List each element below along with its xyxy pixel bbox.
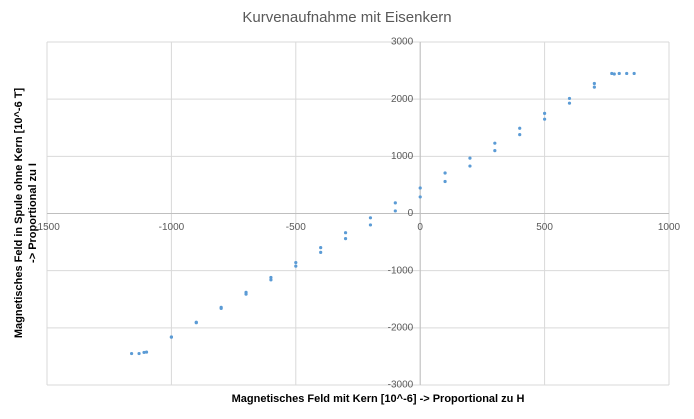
y-tick-label: -2000 [388,322,414,333]
data-point [368,223,373,227]
x-tick-label: -1500 [34,222,60,233]
data-point [319,246,323,250]
data-point [142,350,146,355]
data-point [343,231,348,235]
chart-title: Kurvenaufnahme mit Eisenkern [242,9,451,26]
data-point [468,156,472,160]
data-point [137,351,141,356]
data-point [567,101,572,105]
y-tick-label: 2000 [391,94,414,105]
data-point [418,195,422,199]
data-point [592,85,596,89]
data-point [393,201,397,205]
y-tick-label: -1000 [388,265,414,276]
data-point [443,179,447,184]
y-tick-label: 3000 [391,37,414,48]
data-point [493,141,497,145]
data-point [518,133,522,137]
data-point [169,335,173,339]
x-axis-title: Magnetisches Feld mit Kern [10^-6] -> Pr… [232,393,525,405]
data-point [368,216,373,220]
x-tick-label: 500 [536,222,553,233]
data-point [294,260,298,265]
data-point [518,126,522,130]
data-point [610,71,614,76]
y-tick-label: 1000 [391,151,414,162]
y-tick-label: -3000 [388,380,414,391]
data-point [567,96,572,101]
data-point [612,72,616,76]
x-tick-label: -500 [286,222,306,233]
x-tick-label: -1000 [159,222,185,233]
data-point [294,264,298,268]
data-point [418,186,422,190]
data-point [144,350,149,354]
y-axis-title-line: -> Proportional zu I [27,163,39,263]
data-point [632,71,636,76]
data-point [319,250,323,254]
y-tick-label: 0 [408,208,414,219]
data-point [219,305,223,309]
data-point [269,278,273,282]
data-point [194,320,198,324]
data-point [617,71,621,76]
data-point [443,171,447,175]
x-tick-label: 1000 [658,222,681,233]
data-point [343,237,348,241]
data-point [625,71,629,76]
data-point [129,351,134,356]
data-point [543,117,547,121]
data-point [493,149,497,153]
data-point [393,209,397,213]
data-point [468,164,472,168]
data-point [543,111,547,115]
data-point [244,290,248,294]
y-axis-title: Magnetisches Feld in Spule ohne Kern [10… [13,88,39,339]
data-point [592,81,596,86]
y-axis-title-line: Magnetisches Feld in Spule ohne Kern [10… [13,88,25,339]
data-point [269,275,273,280]
x-tick-label: 0 [417,222,423,233]
